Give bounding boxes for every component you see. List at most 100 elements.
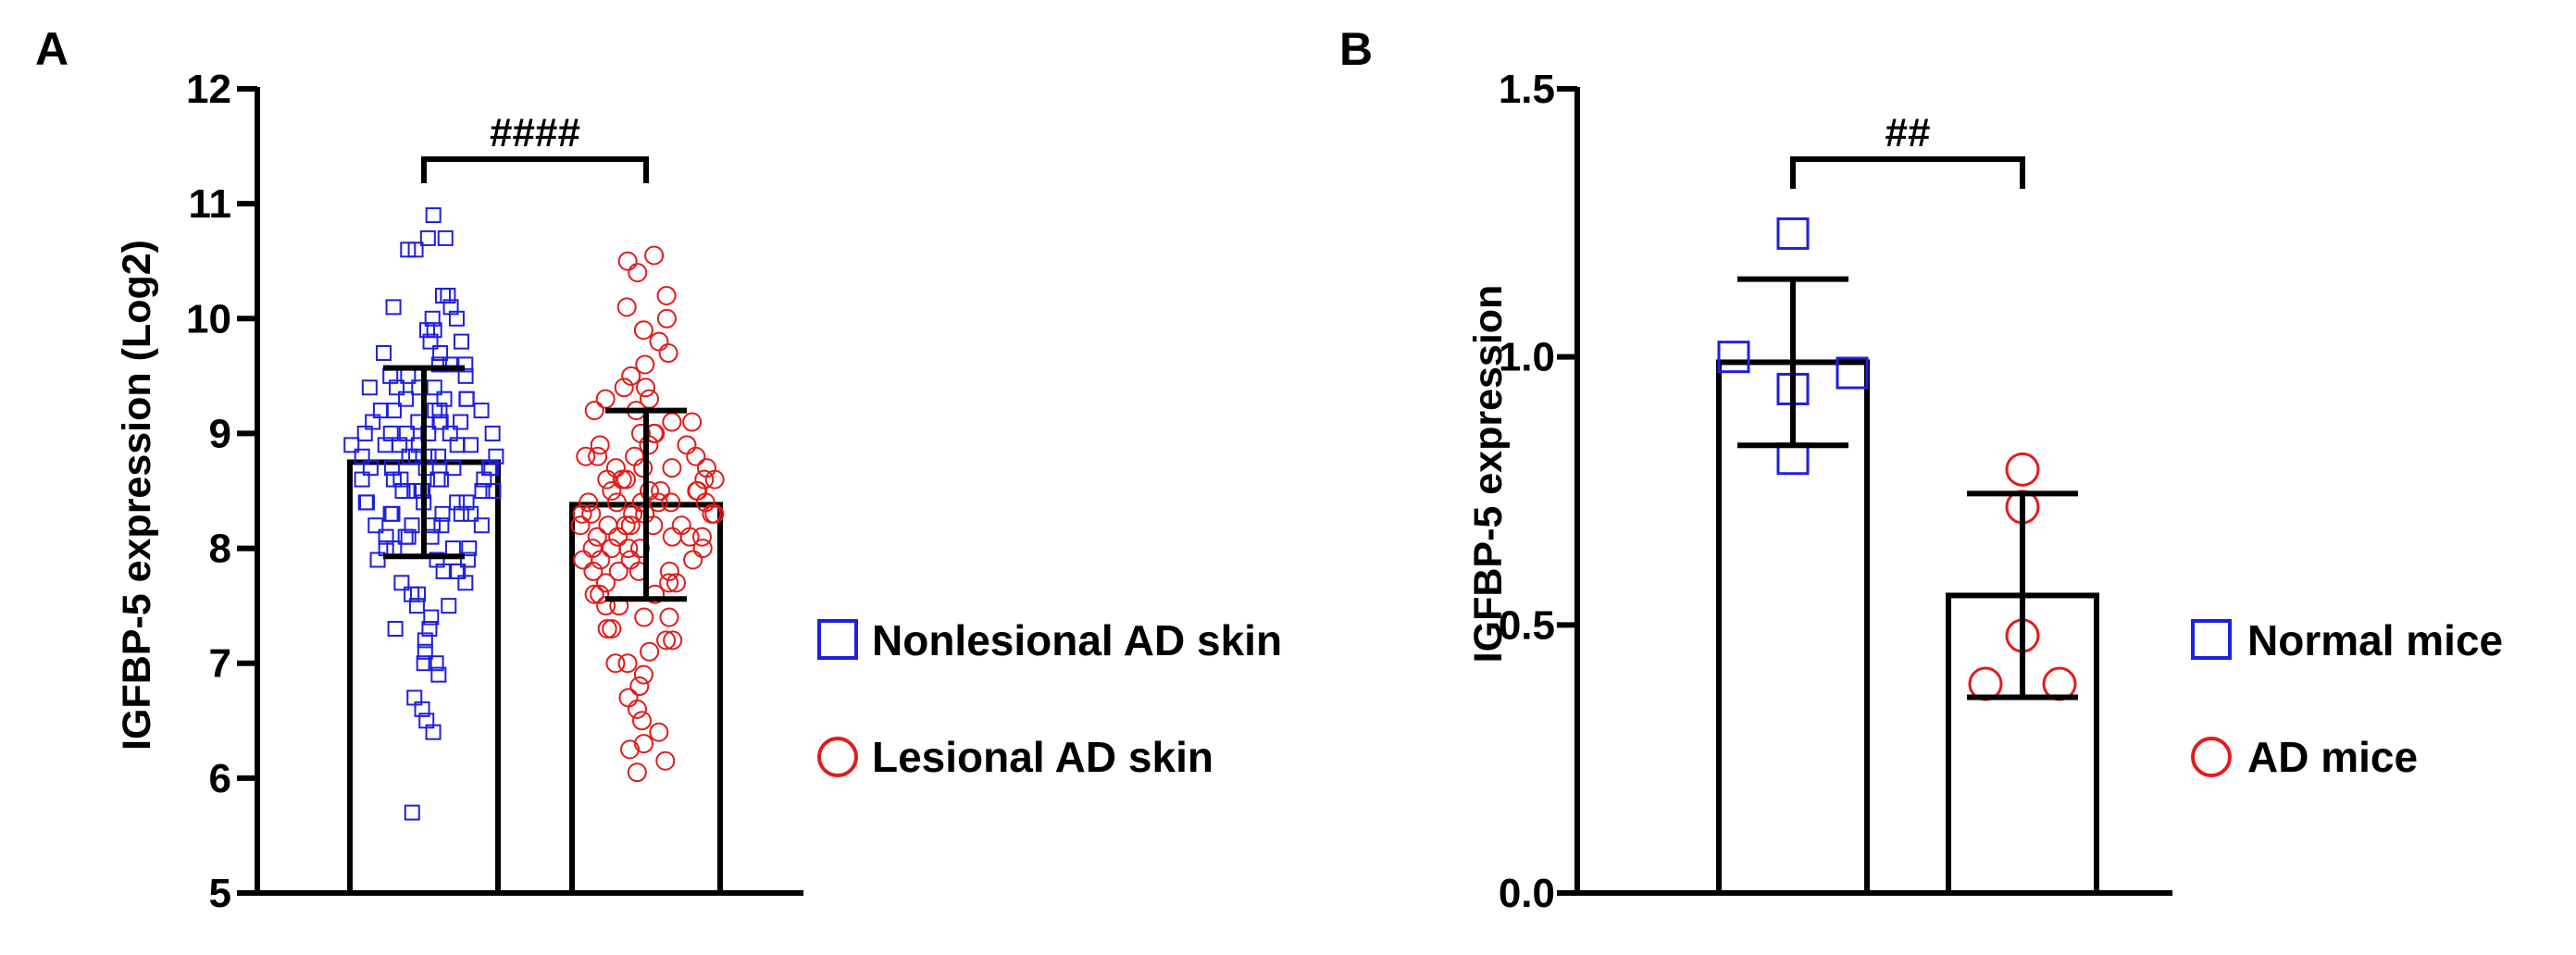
panel-a-point-square <box>442 299 459 316</box>
panel-a-point-square <box>404 517 420 534</box>
panel-a-point-circle <box>629 676 650 697</box>
legend-marker-square <box>2191 619 2232 660</box>
panel-a-point-square <box>431 403 448 419</box>
panel-a-point-circle <box>663 630 683 651</box>
panel-a-point-circle <box>633 458 653 478</box>
panel-a-point-square <box>448 563 465 579</box>
panel-a-point-square <box>400 528 417 545</box>
panel-a-point-circle <box>590 584 610 604</box>
panel-a-point-square <box>418 713 435 729</box>
panel-a-point-circle <box>630 423 651 443</box>
panel-a-point-circle <box>649 331 669 352</box>
panel-a-point-circle <box>616 469 636 490</box>
panel-a-point-square <box>453 414 469 430</box>
panel-a-point-circle <box>584 584 604 604</box>
panel-a-point-circle <box>662 458 682 478</box>
panel-b: B IGFBP-5 expression ## 0.0 0.5 1.0 1.5 Nor… <box>1339 23 2503 916</box>
panel-a-point-circle <box>581 503 602 524</box>
panel-a-point-square <box>448 310 465 327</box>
panel-b-point-square <box>1717 341 1750 374</box>
panel-a-point-square <box>430 666 447 683</box>
panel-a-point-square <box>433 517 450 534</box>
panel-a-point-square <box>430 356 447 373</box>
panel-a-point-square <box>393 575 410 591</box>
legend-label: Normal mice <box>2247 616 2503 664</box>
panel-a-point-circle <box>612 469 632 490</box>
panel-a-point-circle <box>659 561 679 581</box>
panel-a-significance-label: #### <box>490 110 580 155</box>
panel-a-point-circle <box>608 561 628 581</box>
panel-a-point-square <box>361 379 378 396</box>
panel-a-point-circle <box>605 653 626 674</box>
panel-a-point-square <box>431 414 448 430</box>
panel-a-point-square <box>423 609 440 626</box>
panel-a-point-square <box>404 804 420 821</box>
panel-a-point-circle <box>621 366 641 386</box>
panel-a-point-square <box>421 620 438 637</box>
panel-a-point-square <box>458 391 475 407</box>
panel-a-point-square <box>429 471 446 488</box>
panel-a-point-square <box>473 517 490 534</box>
legend-label: Nonlesional AD skin <box>872 616 1282 664</box>
panel-a-point-circle <box>617 653 638 674</box>
panel-a-point-circle <box>588 446 608 466</box>
panel-a-point-circle <box>696 458 716 478</box>
panel-a-point-square <box>365 414 381 430</box>
panel-a-point-circle <box>661 492 681 513</box>
panel-a-point-circle <box>627 763 647 783</box>
panel-a-point-circle <box>683 550 703 570</box>
panel-a-point-square <box>383 460 400 477</box>
panel-a-point-circle <box>655 750 676 771</box>
panel-a-point-square <box>432 345 449 362</box>
panel-a-y-tick-label: 6 <box>209 756 231 801</box>
panel-a-y-tick-label: 8 <box>209 527 231 572</box>
panel-b-point-square <box>1836 356 1869 390</box>
panel-a-point-circle <box>584 401 604 421</box>
panel-a-point-circle <box>633 734 653 754</box>
panel-a-point-square <box>387 620 404 637</box>
panel-a-point-circle <box>620 739 641 760</box>
panel-a-point-square <box>343 437 360 453</box>
panel-a-point-circle <box>631 711 652 731</box>
panel-a-point-square <box>463 505 479 522</box>
panel-a-point-square <box>422 333 439 350</box>
panel-letter-a: A <box>35 23 68 75</box>
panel-a-point-circle <box>628 263 648 283</box>
panel-a-point-circle <box>633 320 653 341</box>
panel-a-point-circle <box>579 492 599 513</box>
panel-a-point-circle <box>659 607 679 627</box>
panel-a-y-tick-label: 12 <box>186 67 231 112</box>
panel-a-point-circle <box>616 297 637 317</box>
panel-a-point-square <box>392 471 409 488</box>
panel-a-point-circle <box>606 492 627 513</box>
panel-a-point-circle <box>618 688 639 708</box>
legend-label: AD mice <box>2247 733 2418 781</box>
panel-a-point-square <box>406 689 423 706</box>
panel-a-point-circle <box>656 630 677 651</box>
legend-marker-circle <box>2191 737 2232 777</box>
panel-a-point-circle <box>666 573 686 593</box>
panel-a-point-circle <box>602 539 622 559</box>
panel-a-point-square <box>473 403 490 419</box>
panel-a-point-square <box>416 655 432 672</box>
panel-a-point-square <box>426 379 442 396</box>
panel-a-point-circle <box>688 481 708 501</box>
panel-a-point-square <box>474 483 491 499</box>
panel-a-point-circle <box>596 573 616 593</box>
panel-a-point-square <box>428 655 444 672</box>
panel-a-point-circle <box>635 354 655 375</box>
panel-letter-b: B <box>1339 23 1373 75</box>
panel-a-point-circle <box>614 378 634 398</box>
panel-a-point-circle <box>605 458 626 478</box>
panel-a-point-circle <box>620 515 641 536</box>
panel-a-point-square <box>462 437 479 453</box>
panel-a-point-circle <box>570 515 591 536</box>
panel-a-point-circle <box>656 285 677 305</box>
panel-a-point-square <box>437 229 454 246</box>
panel-a-point-circle <box>590 435 610 455</box>
panel-a-point-circle <box>694 469 715 490</box>
panel-a-point-circle <box>630 539 651 559</box>
panel-a-point-circle <box>682 412 703 432</box>
panel-b-significance-label: ## <box>1885 110 1931 155</box>
